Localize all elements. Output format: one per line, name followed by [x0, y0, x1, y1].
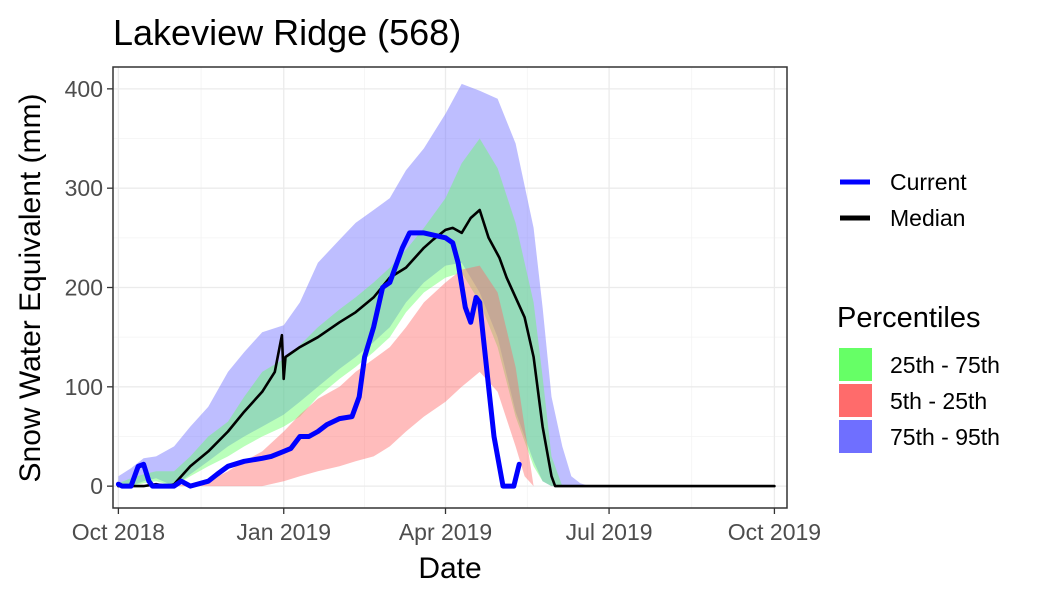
legend-label-5th-25th: 5th - 25th [890, 388, 987, 414]
legend-label-25th-75th: 25th - 75th [890, 352, 1000, 378]
y-tick-label: 100 [65, 374, 103, 400]
y-tick-label: 0 [90, 473, 103, 499]
x-tick-label: Apr 2019 [399, 519, 492, 545]
legend-title-percentiles: Percentiles [837, 302, 980, 334]
band-5th-25th [118, 265, 534, 487]
percentile-bands [118, 83, 764, 487]
legend-key-5th-25th [839, 384, 872, 417]
y-tick-label: 200 [65, 275, 103, 301]
grid-major [113, 67, 787, 508]
series-line-median [117, 208, 776, 488]
x-tick-label: Jul 2019 [566, 519, 653, 545]
band-25th-75th [118, 138, 563, 487]
x-tick-label: Oct 2019 [728, 519, 821, 545]
legend-label-75th-95th: 75th - 95th [890, 424, 1000, 450]
y-tick-label: 400 [65, 76, 103, 102]
band-75th-95th [118, 83, 764, 487]
x-axis: Oct 2018 Jan 2019 Apr 2019 Jul 2019 Oct 2019 [72, 508, 821, 545]
x-tick-label: Jan 2019 [236, 519, 331, 545]
legend-key-25th-75th [839, 348, 872, 381]
y-tick-label: 300 [65, 175, 103, 201]
series-line-current [115, 230, 522, 489]
y-axis: 0 100 200 300 400 [65, 76, 113, 499]
x-tick-label: Oct 2018 [72, 519, 165, 545]
y-axis-title: Snow Water Equivalent (mm) [14, 93, 47, 482]
legend: Current Median Percentiles 25th - 75th 5th -… [837, 169, 1000, 453]
legend-label-median: Median [890, 205, 965, 231]
series-lines [115, 208, 776, 489]
x-axis-title: Date [418, 552, 481, 585]
legend-key-75th-95th [839, 420, 872, 453]
legend-label-current: Current [890, 169, 967, 195]
chart-title: Lakeview Ridge (568) [113, 12, 461, 53]
plot-panel [112, 66, 788, 509]
